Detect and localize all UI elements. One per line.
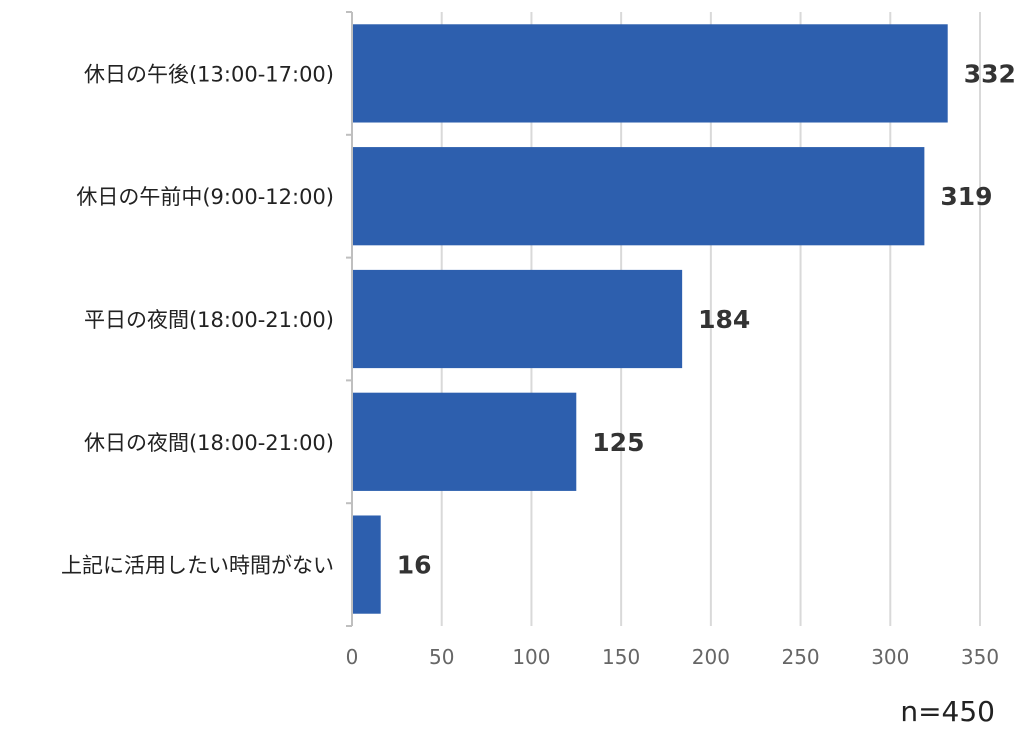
x-tick-label-50: 50 [429,645,454,669]
value-label-0: 332 [964,59,1016,88]
value-label-1: 319 [940,182,992,211]
bar-2 [353,269,683,369]
x-tick-label-350: 350 [961,645,999,669]
bar-3 [353,392,577,491]
bar-0 [353,24,948,123]
category-label-1: 休日の午前中(9:00-12:00) [76,185,334,209]
bar-4 [353,515,381,614]
value-label-2: 184 [698,305,750,334]
category-label-2: 平日の夜間(18:00-21:00) [84,308,334,332]
x-tick-label-300: 300 [871,645,909,669]
x-tick-label-200: 200 [692,645,730,669]
value-label-3: 125 [592,428,644,457]
category-label-4: 上記に活用したい時間がない [61,554,334,578]
x-tick-label-150: 150 [602,645,640,669]
x-tick-label-0: 0 [346,645,359,669]
x-tick-label-250: 250 [781,645,819,669]
category-label-0: 休日の午後(13:00-17:00) [84,62,334,86]
value-label-4: 16 [397,551,432,580]
bar-1 [353,147,925,246]
category-label-3: 休日の夜間(18:00-21:00) [84,431,334,455]
sample-size-note: n=450 [900,695,995,728]
x-tick-label-100: 100 [512,645,550,669]
